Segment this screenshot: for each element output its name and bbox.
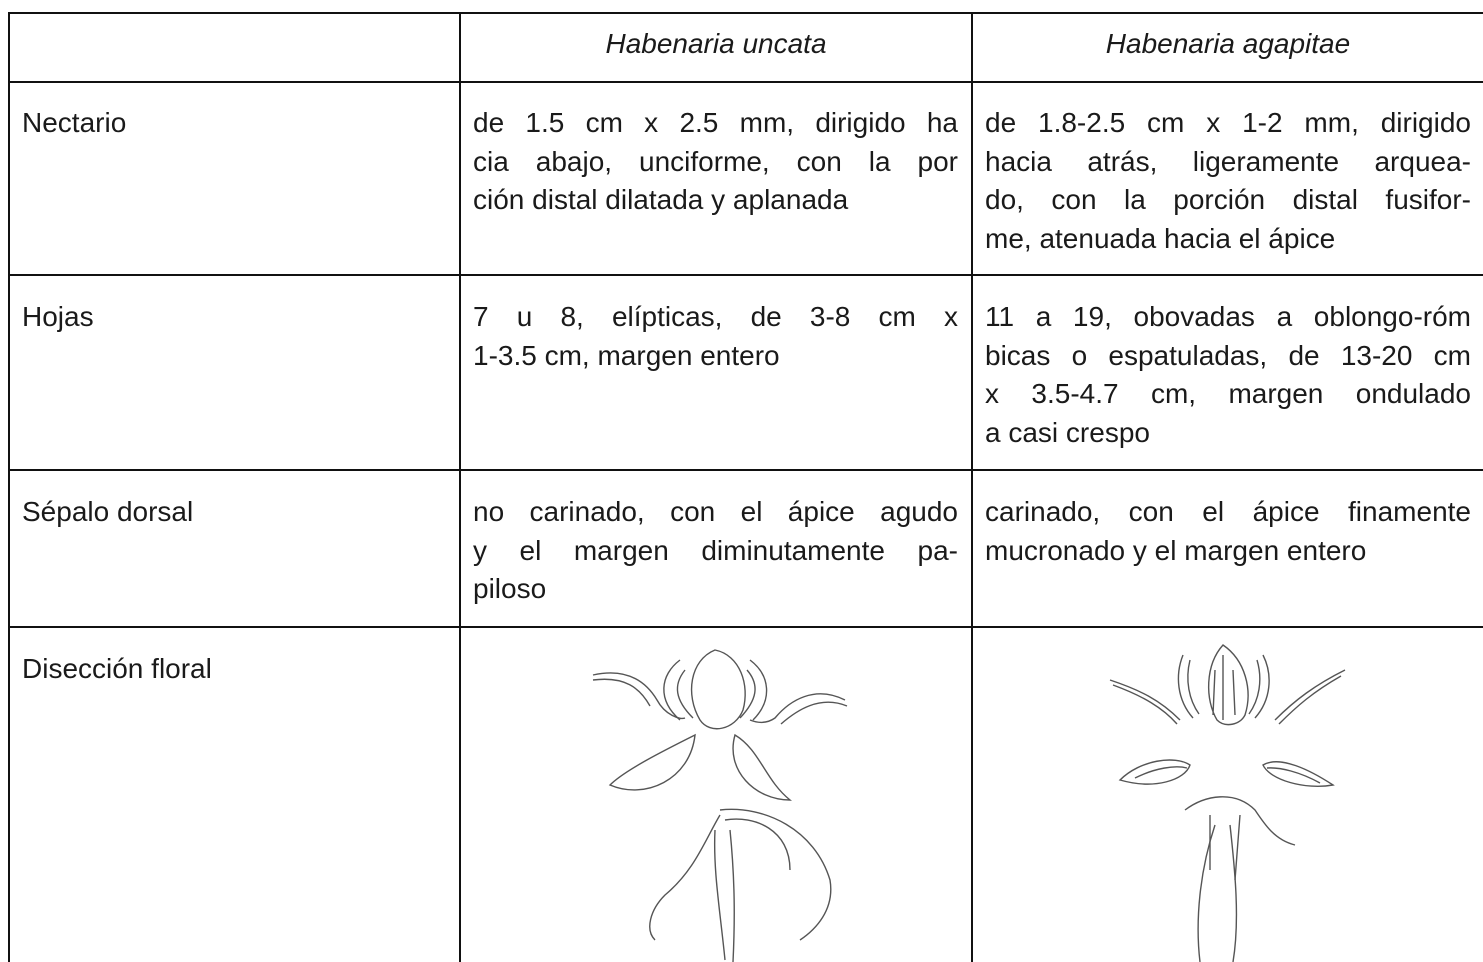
cell-text: no carinado, con el ápice agudo y el marg… bbox=[473, 493, 958, 609]
text-line: piloso bbox=[473, 573, 547, 604]
border bbox=[459, 12, 461, 962]
text-line: de 1.8-2.5 cm x 1-2 mm, dirigido bbox=[985, 107, 1471, 138]
text-line: x 3.5-4.7 cm, margen ondulado bbox=[985, 378, 1471, 409]
row-label: Nectario bbox=[22, 107, 127, 138]
text-line: no carinado, con el ápice agudo bbox=[473, 496, 958, 527]
border bbox=[8, 626, 1483, 628]
text-line: 11 a 19, obovadas a oblongo-róm bbox=[985, 301, 1471, 332]
border bbox=[971, 12, 973, 962]
text-line: cia abajo, unciforme, con la por bbox=[473, 145, 958, 177]
text-line: bicas o espatuladas, de 13-20 cm bbox=[985, 339, 1471, 371]
column-header: Habenaria agapitae bbox=[1105, 28, 1351, 59]
row-label: Sépalo dorsal bbox=[22, 496, 194, 527]
text-line: carinado, con el ápice finamente bbox=[985, 496, 1471, 527]
text-line: y el margen diminutamente pa- bbox=[473, 534, 958, 566]
text-line: hacia atrás, ligeramente arquea- bbox=[985, 145, 1471, 177]
border bbox=[8, 12, 1483, 14]
text-line: do, con la porción distal fusifor- bbox=[985, 184, 1471, 215]
cell-text: carinado, con el ápice finamente mucronad… bbox=[985, 493, 1471, 570]
text-line: ción distal dilatada y aplanada bbox=[473, 184, 849, 215]
border bbox=[8, 12, 10, 962]
text-line: mucronado y el margen entero bbox=[985, 534, 1367, 566]
text-line: 7 u 8, elípticas, de 3-8 cm x bbox=[473, 301, 958, 332]
cell-text: de 1.5 cm x 2.5 mm, dirigido ha cia abajo… bbox=[473, 104, 958, 220]
row-label: Hojas bbox=[22, 301, 94, 332]
text-line: a casi crespo bbox=[985, 416, 1150, 448]
border bbox=[8, 274, 1483, 276]
cell-text: 7 u 8, elípticas, de 3-8 cm x 1-3.5 cm, m… bbox=[473, 298, 958, 375]
text-line: 1-3.5 cm, margen entero bbox=[473, 339, 780, 371]
row-label: Disección floral bbox=[22, 653, 212, 684]
border bbox=[8, 469, 1483, 471]
flower-illustration bbox=[592, 649, 848, 962]
cell-text: 11 a 19, obovadas a oblongo-róm bicas o e… bbox=[985, 298, 1471, 452]
text-line: me, atenuada hacia el ápice bbox=[985, 222, 1336, 254]
flower-illustration bbox=[1109, 644, 1346, 962]
border bbox=[8, 81, 1483, 83]
text-line: de 1.5 cm x 2.5 mm, dirigido ha bbox=[473, 107, 958, 138]
cell-text: de 1.8-2.5 cm x 1-2 mm, dirigido hacia at… bbox=[985, 104, 1471, 258]
column-header: Habenaria uncata bbox=[605, 28, 827, 59]
